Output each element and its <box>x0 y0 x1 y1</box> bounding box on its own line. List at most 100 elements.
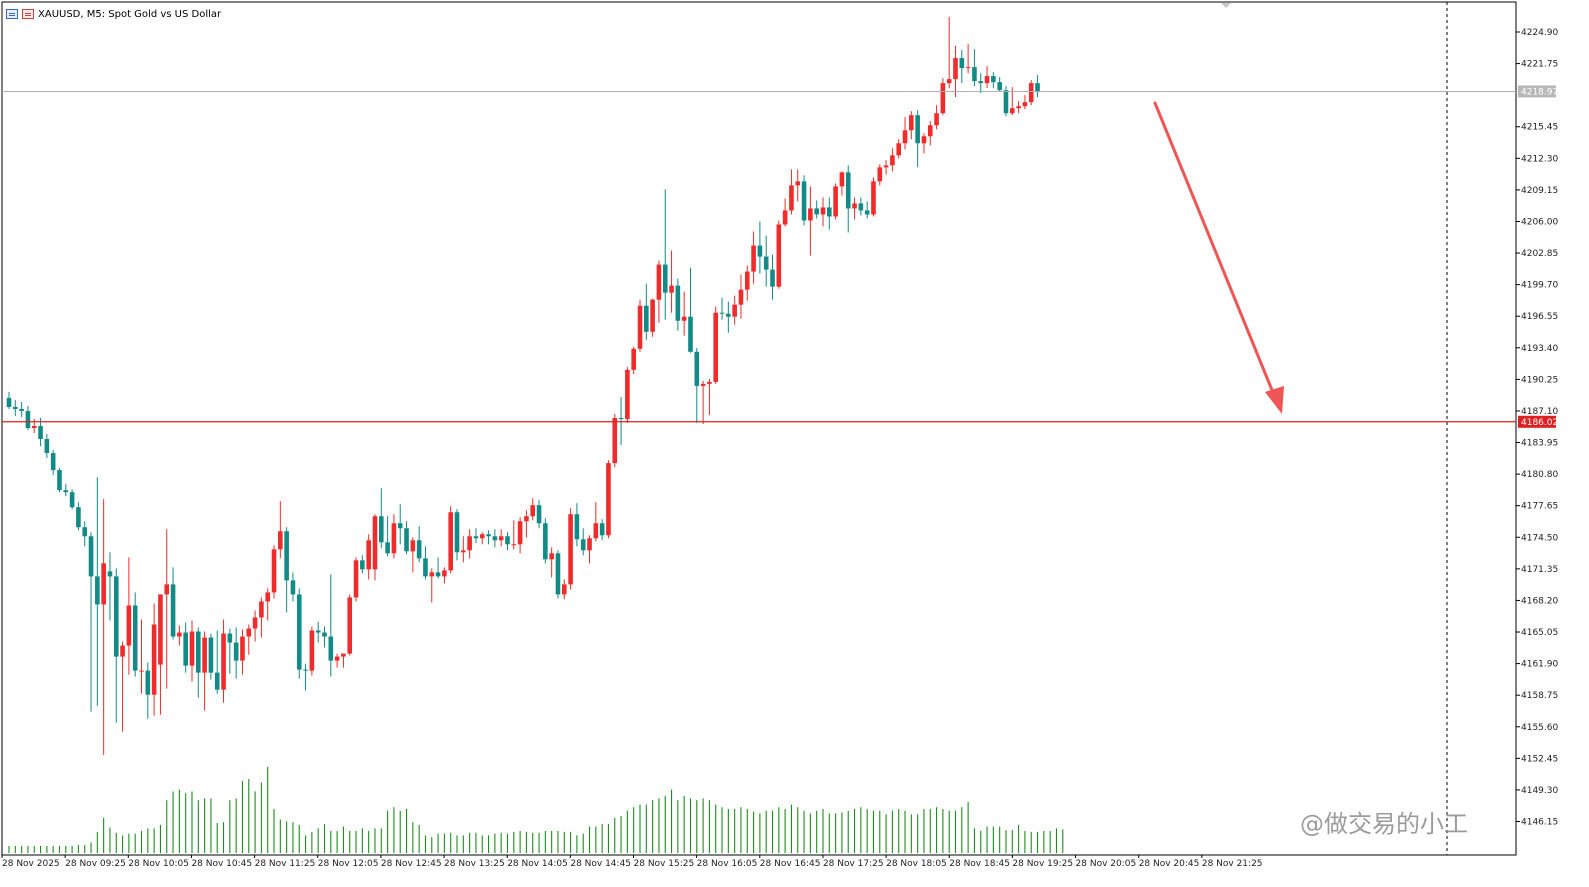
current-price-tag-text: 4218.97 <box>1521 87 1558 97</box>
bear-candle <box>25 410 31 429</box>
bear-candle <box>435 572 441 577</box>
bull-candle <box>606 463 611 536</box>
price-axis-label: 4146.15 <box>1521 818 1558 828</box>
bull-candle <box>511 544 517 546</box>
time-axis-label: 28 Nov 2025 <box>2 859 60 869</box>
price-axis-label: 4158.75 <box>1521 691 1558 701</box>
bear-candle <box>763 256 769 270</box>
bull-candle <box>953 58 958 80</box>
bull-candle <box>700 383 706 386</box>
down-arrow-shaft <box>1153 101 1276 397</box>
bear-candle <box>858 203 864 211</box>
bull-candle <box>139 670 144 672</box>
bear-candle <box>132 605 138 671</box>
bull-candle <box>549 553 554 560</box>
time-axis-label: 28 Nov 14:05 <box>507 859 568 869</box>
bull-candle <box>744 271 750 290</box>
bull-candle <box>347 597 353 654</box>
bull-candle <box>561 584 567 595</box>
bear-candle <box>360 560 365 570</box>
bear-candle <box>284 531 289 581</box>
bear-candle <box>397 523 403 529</box>
bear-candle <box>208 637 214 673</box>
price-axis-label: 4187.10 <box>1521 407 1558 417</box>
level-price-tag-text: 4186.02 <box>1521 418 1558 428</box>
bear-candle <box>145 670 151 695</box>
bull-candle <box>252 617 258 629</box>
bull-candle <box>631 348 636 370</box>
bull-candle <box>637 305 643 349</box>
symbol-icon[interactable] <box>22 9 34 19</box>
bull-candle <box>467 536 472 551</box>
bear-candle <box>959 58 965 69</box>
price-axis-label: 4174.50 <box>1521 533 1558 543</box>
bear-candle <box>618 417 624 419</box>
price-axis-label: 4209.15 <box>1521 186 1558 196</box>
bull-candle <box>461 550 466 553</box>
bear-candle <box>580 539 586 551</box>
time-axis-label: 28 Nov 16:05 <box>697 859 758 869</box>
bear-candle <box>82 527 88 537</box>
price-axis-label: 4152.45 <box>1521 754 1558 764</box>
bull-candle <box>202 637 207 673</box>
bull-candle <box>524 516 529 522</box>
bear-candle <box>694 351 700 386</box>
price-axis-label: 4190.25 <box>1521 375 1558 385</box>
bear-candle <box>38 425 43 440</box>
bull-candle <box>713 312 719 382</box>
bull-candle <box>890 155 895 166</box>
price-axis-label: 4165.05 <box>1521 628 1558 638</box>
bull-candle <box>126 605 132 646</box>
time-axis-label: 28 Nov 18:45 <box>949 859 1010 869</box>
chart-title: XAUUSD, M5: Spot Gold vs US Dollar <box>38 8 222 20</box>
bull-candle <box>587 538 592 551</box>
chart-window-icon[interactable] <box>6 9 18 19</box>
bull-candle <box>669 285 674 293</box>
bull-candle <box>940 83 946 114</box>
bear-candle <box>726 313 731 317</box>
bull-candle <box>31 425 37 429</box>
bull-candle <box>593 523 599 539</box>
bear-candle <box>644 305 649 332</box>
bear-candle <box>183 632 188 666</box>
bear-candle <box>757 245 763 257</box>
bull-candle <box>839 172 845 187</box>
bull-candle <box>612 417 618 464</box>
watermark: @做交易的小工 <box>1300 810 1468 838</box>
time-axis-label: 28 Nov 16:45 <box>760 859 821 869</box>
candlestick-series <box>6 16 1040 755</box>
price-axis-label: 4206.00 <box>1521 217 1558 227</box>
current-price-tag <box>1518 85 1556 98</box>
price-axis-label: 4221.75 <box>1521 60 1558 70</box>
time-axis-label: 28 Nov 12:05 <box>318 859 379 869</box>
bear-candle <box>44 439 50 454</box>
price-axis-label: 4212.30 <box>1521 154 1558 164</box>
bear-candle <box>574 514 580 540</box>
bull-candle <box>391 523 397 554</box>
bear-candle <box>416 540 422 559</box>
bull-candle <box>177 632 182 637</box>
bear-candle <box>378 516 384 543</box>
bear-candle <box>845 172 851 209</box>
bull-candle <box>158 594 163 665</box>
time-axis-label: 28 Nov 17:25 <box>823 859 884 869</box>
bull-candle <box>707 381 712 384</box>
bull-candle <box>221 633 226 690</box>
bear-candle <box>113 576 119 657</box>
bear-candle <box>719 312 725 314</box>
bear-candle <box>454 512 460 553</box>
bear-candle <box>88 536 94 577</box>
bull-candle <box>259 601 264 618</box>
bear-candle <box>385 542 390 554</box>
bear-candle <box>50 453 56 471</box>
bull-candle <box>782 210 788 225</box>
bull-candle <box>820 207 826 215</box>
bull-candle <box>808 208 813 221</box>
bear-candle <box>170 584 176 637</box>
bear-candle <box>972 67 977 82</box>
bear-candle <box>404 528 409 552</box>
bull-candle <box>795 181 801 186</box>
bear-candle <box>303 669 308 671</box>
